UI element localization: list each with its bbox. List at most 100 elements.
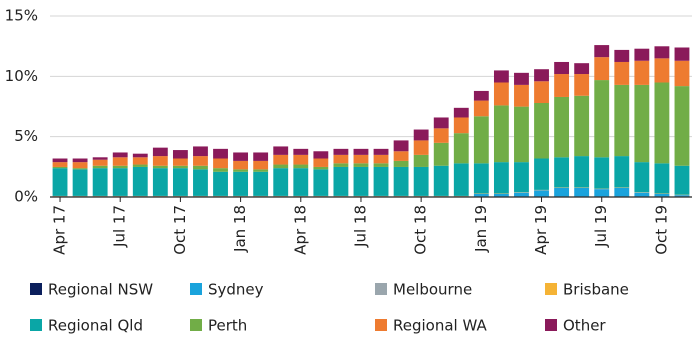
bar-segment [153, 166, 168, 168]
bar-segment [554, 74, 569, 97]
bar-segment [354, 167, 369, 196]
bar-segment [634, 85, 649, 162]
bar-segment [614, 156, 629, 187]
bar-segment [53, 159, 68, 163]
bar-segment [133, 167, 148, 196]
bar-segment [73, 169, 88, 196]
bar-segment [594, 45, 609, 57]
bar-segment [534, 190, 549, 196]
bar-segment [273, 155, 288, 165]
bar-segment [113, 166, 128, 168]
bar-segment [434, 128, 449, 142]
bar-segment [193, 169, 208, 196]
legend-label: Melbourne [393, 281, 472, 299]
legend-label: Regional WA [393, 317, 487, 335]
bar-segment [454, 163, 469, 196]
bar-segment [93, 166, 108, 168]
bar-segment [374, 167, 389, 196]
bar-segment [173, 159, 188, 166]
bar-segment [675, 195, 690, 196]
x-tick-label: Oct 18 [412, 205, 430, 255]
bar-segment [675, 47, 690, 60]
bar-segment [514, 193, 529, 197]
bar-segment [173, 168, 188, 196]
bar-segment [394, 167, 409, 196]
bar-segment [173, 166, 188, 168]
bar-segment [634, 193, 649, 197]
bar-segment [374, 155, 389, 163]
bar-segment [654, 194, 669, 196]
bar-segment [53, 167, 68, 168]
y-tick-label: 5% [14, 127, 38, 145]
y-tick-label: 10% [5, 67, 38, 85]
bar-segment [614, 62, 629, 85]
bar-segment [654, 163, 669, 193]
bar-segment [554, 157, 569, 187]
bar-segment [273, 168, 288, 196]
bar-segment [494, 82, 509, 105]
bar-segment [614, 85, 629, 156]
legend-swatch [375, 283, 387, 295]
bar-segment [113, 168, 128, 196]
bar-segment [594, 157, 609, 188]
bar-segment [534, 81, 549, 103]
bar-segment [93, 157, 108, 159]
bar-segment [313, 159, 328, 167]
bar-segment [153, 148, 168, 156]
bar-segment [474, 91, 489, 101]
legend-label: Other [563, 317, 606, 335]
bar-segment [654, 46, 669, 58]
x-tick-label: Oct 17 [171, 205, 189, 255]
legend-swatch [190, 283, 202, 295]
x-tick-label: Jan 19 [472, 205, 490, 253]
bar-segment [434, 166, 449, 196]
x-tick-label: Jul 18 [351, 205, 369, 248]
x-tick-label: Apr 18 [291, 205, 309, 255]
legend-swatch [190, 319, 202, 331]
x-tick-label: Apr 17 [51, 205, 69, 255]
legend-swatch [375, 319, 387, 331]
bar-segment [594, 189, 609, 196]
bar-segment [233, 169, 248, 171]
bar-segment [494, 70, 509, 82]
bar-segment [73, 168, 88, 169]
legend-label: Regional NSW [48, 281, 153, 299]
bar-segment [454, 108, 469, 118]
bar-segment [93, 160, 108, 166]
bar-segment [113, 157, 128, 165]
bar-segment [193, 166, 208, 170]
bar-segment [374, 149, 389, 155]
x-tick-label: Oct 19 [652, 205, 670, 255]
bar-segment [153, 168, 168, 196]
bar-segment [233, 172, 248, 196]
bar-segment [414, 140, 429, 154]
bar-segment [514, 107, 529, 163]
bar-segment [514, 162, 529, 192]
bar-segment [253, 152, 268, 160]
bar-segment [414, 155, 429, 167]
bar-segment [193, 156, 208, 166]
bar-segment [273, 146, 288, 154]
bar-segment [333, 167, 348, 196]
bar-segment [654, 58, 669, 82]
bar-segment [554, 62, 569, 74]
x-tick-label: Jul 19 [592, 205, 610, 248]
bar-segment [53, 162, 68, 167]
bar-segment [293, 149, 308, 155]
legend-swatch [30, 283, 42, 295]
y-tick-label: 15% [5, 7, 38, 25]
bar-segment [113, 152, 128, 157]
bar-segment [213, 168, 228, 172]
bar-segment [93, 168, 108, 196]
bar-segment [474, 194, 489, 196]
bar-segment [153, 156, 168, 166]
bar-segment [494, 105, 509, 162]
bar-segment [173, 150, 188, 158]
legend-label: Regional Qld [48, 317, 143, 335]
bar-segment [594, 57, 609, 80]
bar-segment [354, 155, 369, 163]
bar-segment [354, 163, 369, 167]
bar-segment [293, 155, 308, 165]
bar-segment [333, 149, 348, 155]
